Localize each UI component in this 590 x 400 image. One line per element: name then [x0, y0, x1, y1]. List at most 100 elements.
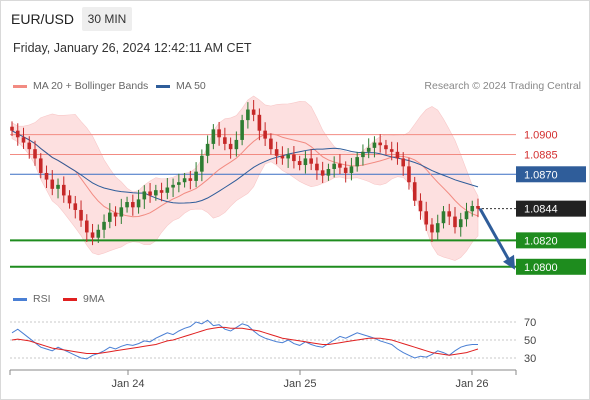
candle-body [476, 206, 480, 209]
candle-body [108, 212, 112, 222]
candle-body [297, 161, 302, 166]
candle [67, 190, 72, 209]
candle-body [119, 207, 124, 217]
candle-body [315, 163, 319, 171]
legend-rsi: RSI [13, 293, 51, 305]
x-tick-jan26: Jan 26 [455, 378, 488, 390]
candle [108, 203, 112, 229]
candle [407, 157, 411, 190]
last-price-tag [516, 200, 586, 217]
candle-body [67, 195, 72, 204]
candle [424, 201, 429, 231]
candle [435, 214, 440, 240]
candle [384, 139, 388, 155]
candle-body [136, 199, 141, 208]
legend-label: RSI [33, 293, 51, 305]
candle-body [366, 147, 371, 152]
candle [366, 138, 371, 159]
candle [217, 121, 221, 146]
candle-body [263, 130, 267, 139]
candle [84, 214, 89, 242]
candle-body [430, 224, 434, 233]
candle-body [154, 190, 158, 196]
candle [338, 154, 342, 175]
candle [355, 151, 359, 172]
candle [286, 148, 290, 168]
candle-body [269, 138, 273, 150]
candle-body [50, 179, 55, 189]
candle [165, 177, 170, 200]
current-level-tag [516, 166, 586, 183]
candle [418, 193, 423, 220]
candle [441, 206, 446, 229]
candle-body [355, 157, 359, 167]
rsi-9ma-line [11, 326, 479, 356]
candle-body [338, 163, 342, 168]
rsi-panel: 70 50 30 [10, 317, 536, 365]
candle-body [349, 166, 354, 173]
candle [10, 121, 14, 136]
candle [131, 194, 135, 216]
candle-body [15, 130, 20, 138]
candle-body [90, 232, 95, 238]
candle-body [458, 219, 463, 228]
candle-body [21, 137, 26, 143]
rsi-tick-30: 30 [524, 353, 536, 365]
candle [349, 157, 354, 181]
candle [33, 140, 37, 166]
candle-body [200, 155, 204, 172]
candle [309, 148, 313, 171]
candle [73, 195, 78, 219]
candle-body [343, 167, 348, 173]
candle-body [217, 129, 221, 138]
candle-body [412, 182, 417, 201]
candle-body [372, 142, 377, 148]
candle-body [96, 229, 101, 238]
candle [90, 223, 95, 246]
candle-body [142, 191, 147, 200]
candle [96, 224, 101, 243]
candle [332, 156, 336, 178]
candle [79, 200, 83, 227]
candle-body [182, 178, 187, 183]
candle-body [171, 184, 175, 188]
support-label: 1.0820 [524, 235, 558, 247]
candle-body [188, 178, 193, 181]
candle-body [165, 187, 170, 193]
legend-swatch [63, 297, 77, 301]
legend-label: 9MA [83, 293, 105, 305]
candle [395, 142, 400, 165]
candle [274, 141, 279, 165]
bollinger-band-area [11, 95, 479, 261]
candle-body [234, 139, 239, 150]
candle-body [303, 158, 308, 166]
candle-body [223, 137, 227, 144]
x-tick-jan25: Jan 25 [283, 378, 316, 390]
current-level-label: 1.0870 [524, 169, 558, 181]
candle-body [240, 120, 244, 140]
candle [412, 176, 417, 206]
resistance-label: 1.0900 [524, 130, 558, 142]
candle [188, 170, 193, 190]
candle [200, 149, 204, 182]
legend-9ma: 9MA [63, 293, 105, 305]
candle [148, 183, 152, 203]
timeframe-selector[interactable]: 30 MIN [82, 7, 132, 31]
candle-body [407, 166, 411, 183]
candle [194, 162, 198, 188]
support-tag [516, 232, 586, 249]
moving-average-lines [11, 130, 479, 218]
support-tag [516, 258, 586, 275]
candle-body [56, 184, 60, 189]
candle-body [378, 142, 382, 146]
candle-body [424, 211, 429, 225]
instrument-symbol: EUR/USD [11, 11, 75, 27]
candle-body [309, 158, 313, 164]
candle [228, 137, 233, 159]
candle [205, 135, 210, 164]
candle-body [27, 142, 32, 150]
candle [142, 185, 147, 209]
candle-body [84, 220, 89, 233]
candle-body [131, 202, 135, 208]
